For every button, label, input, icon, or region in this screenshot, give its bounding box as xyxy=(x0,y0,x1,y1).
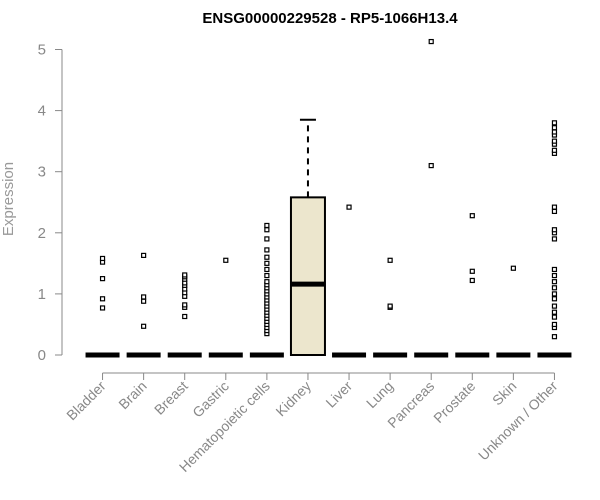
outlier-point xyxy=(182,313,188,320)
box-pancreas xyxy=(414,38,449,358)
box-breast xyxy=(167,272,202,358)
box-prostate xyxy=(455,213,490,358)
x-tick-label: Brain xyxy=(115,378,149,412)
y-tick-label: 1 xyxy=(38,286,46,303)
outlier-point xyxy=(551,236,558,242)
chart-title: ENSG00000229528 - RP5-1066H13.4 xyxy=(202,10,458,27)
outlier-point xyxy=(551,120,558,126)
outlier-point xyxy=(182,302,188,308)
outlier-point xyxy=(141,323,147,329)
outlier-point xyxy=(551,227,558,233)
outlier-point xyxy=(264,254,270,260)
outlier-point xyxy=(141,298,147,304)
box-kidney xyxy=(289,118,326,356)
outlier-point xyxy=(264,260,270,266)
box-bladder xyxy=(85,255,120,358)
outlier-point xyxy=(551,272,558,279)
outlier-point xyxy=(551,266,558,273)
outlier-point xyxy=(99,276,106,282)
outlier-point xyxy=(551,125,558,131)
outlier-point xyxy=(264,266,270,273)
outlier-point xyxy=(551,208,558,215)
x-tick-label: Liver xyxy=(322,378,355,411)
outlier-point xyxy=(469,277,475,284)
outlier-point xyxy=(428,38,434,45)
box-gastric xyxy=(208,257,243,358)
outlier-point xyxy=(264,227,270,233)
box-unknown-other xyxy=(537,120,572,358)
outlier-point xyxy=(264,272,270,279)
box-brain xyxy=(126,252,161,358)
outlier-point xyxy=(551,334,558,340)
y-tick-label: 4 xyxy=(38,103,46,120)
outlier-point xyxy=(551,291,558,297)
box-liver xyxy=(332,204,367,358)
y-tick-label: 2 xyxy=(38,225,46,242)
box-skin xyxy=(496,265,531,358)
outlier-point xyxy=(264,236,270,242)
outlier-point xyxy=(469,213,475,219)
outlier-point xyxy=(99,305,106,311)
outlier-point xyxy=(346,204,352,210)
outlier-point xyxy=(387,257,393,263)
outlier-point xyxy=(223,257,229,263)
plot-area xyxy=(85,38,572,358)
outlier-point xyxy=(99,296,106,302)
outlier-point xyxy=(469,268,475,274)
box-hematopoietic-cells xyxy=(249,222,284,358)
outlier-point xyxy=(551,147,558,153)
outlier-point xyxy=(141,252,147,259)
outlier-point xyxy=(182,272,188,278)
outlier-point xyxy=(551,138,558,144)
y-tick-label: 3 xyxy=(38,164,46,181)
box-lung xyxy=(373,257,408,358)
y-axis-label: Expression xyxy=(0,162,17,236)
outlier-point xyxy=(99,255,106,262)
y-tick-label: 5 xyxy=(38,42,46,59)
outlier-point xyxy=(551,296,558,302)
outlier-point xyxy=(551,204,558,210)
y-tick-label: 0 xyxy=(38,347,46,364)
outlier-point xyxy=(387,303,393,309)
x-tick-label: Skin xyxy=(489,378,520,409)
outlier-point xyxy=(551,279,558,285)
outlier-point xyxy=(551,285,558,291)
outlier-point xyxy=(264,247,270,253)
x-tick-label: Prostate xyxy=(430,378,478,426)
x-tick-label: Breast xyxy=(151,378,191,418)
outlier-point xyxy=(264,222,270,229)
x-tick-label: Kidney xyxy=(272,378,314,420)
outlier-point xyxy=(510,265,516,271)
outlier-point xyxy=(551,129,558,135)
x-tick-label: Lung xyxy=(363,378,396,411)
outlier-point xyxy=(551,314,558,320)
box-iqr xyxy=(289,196,326,356)
x-tick-label: Bladder xyxy=(63,378,109,424)
outlier-point xyxy=(551,321,558,328)
y-axis: 0 1 2 3 4 5 xyxy=(38,42,63,364)
outlier-point xyxy=(428,162,434,169)
outlier-point xyxy=(264,279,270,285)
outlier-point xyxy=(551,303,558,309)
outlier-point xyxy=(141,294,147,300)
outlier-point xyxy=(551,309,558,315)
